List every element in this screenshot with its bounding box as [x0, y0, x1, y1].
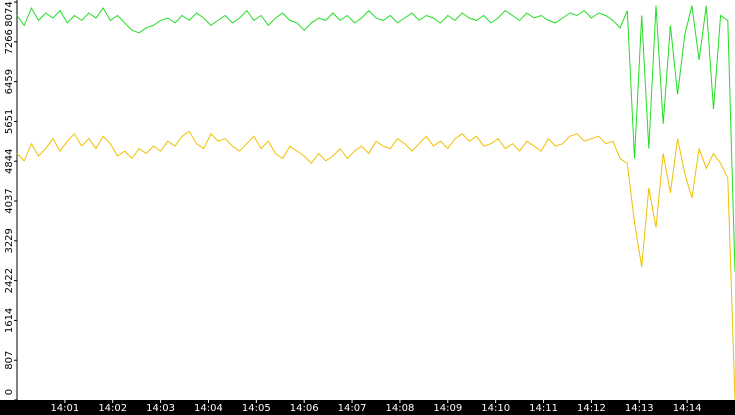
x-tick-label: 14:10	[481, 403, 510, 414]
x-tick-label: 14:01	[50, 403, 79, 414]
y-tick-label: 807	[4, 351, 15, 370]
x-tick-label: 14:04	[194, 403, 223, 414]
x-axis-bar	[0, 400, 735, 415]
series-line	[16, 5, 735, 272]
x-tick-label: 14:12	[577, 403, 606, 414]
y-tick-label: 2422	[4, 268, 15, 293]
x-tick-label: 14:14	[673, 403, 702, 414]
y-tick-label: 3229	[4, 228, 15, 253]
y-tick-label: 5651	[4, 109, 15, 134]
x-tick-label: 14:09	[433, 403, 462, 414]
x-tick-label: 14:02	[98, 403, 127, 414]
x-tick-label: 14:07	[338, 403, 367, 414]
x-tick-label: 14:11	[529, 403, 558, 414]
x-tick-label: 14:08	[386, 403, 415, 414]
y-tick-label: 6459	[4, 69, 15, 94]
y-tick-label: 0	[4, 389, 15, 395]
y-tick-label: 4037	[4, 188, 15, 213]
x-tick-label: 14:13	[625, 403, 654, 414]
y-tick-label: 4844	[4, 148, 15, 173]
x-tick-label: 14:06	[290, 403, 319, 414]
y-tick-label: 1614	[4, 308, 15, 333]
x-tick-label: 14:05	[242, 403, 271, 414]
x-tick-label: 14:03	[146, 403, 175, 414]
y-tick-label: 8074	[4, 1, 15, 26]
y-tick-label: 7266	[4, 29, 15, 54]
series-line	[16, 130, 735, 401]
